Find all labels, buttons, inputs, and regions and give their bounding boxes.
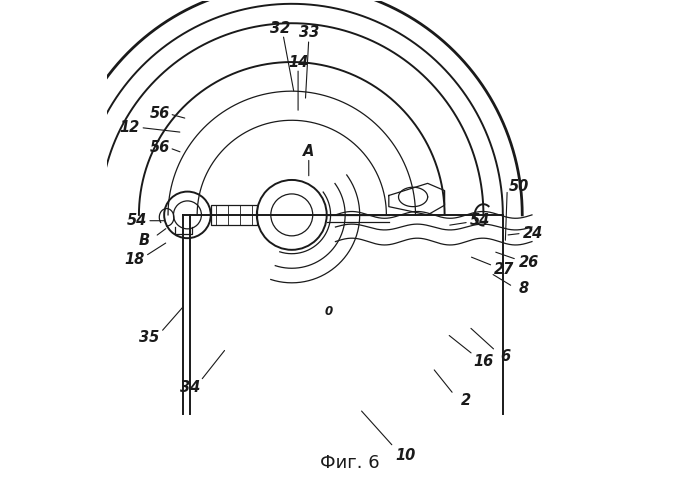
Text: 56: 56	[150, 106, 170, 122]
Text: 0: 0	[324, 305, 332, 319]
Text: 32: 32	[270, 20, 290, 36]
Text: 12: 12	[119, 120, 139, 135]
Text: 18: 18	[124, 252, 144, 267]
Text: 2: 2	[461, 393, 470, 408]
Text: A: A	[303, 144, 314, 159]
Text: 26: 26	[519, 255, 539, 270]
Text: 54: 54	[470, 213, 490, 228]
Text: 6: 6	[500, 349, 510, 364]
Text: 35: 35	[139, 330, 159, 345]
Text: 10: 10	[395, 447, 416, 463]
Text: 8: 8	[519, 281, 528, 296]
Text: 56: 56	[150, 141, 170, 155]
Text: 16: 16	[473, 354, 494, 369]
Text: 34: 34	[180, 380, 200, 395]
Text: 24: 24	[524, 226, 543, 241]
Text: 33: 33	[299, 25, 319, 41]
Text: B: B	[138, 233, 149, 247]
Bar	[211, 204, 257, 225]
Text: 14: 14	[288, 55, 308, 70]
Text: Фиг. 6: Фиг. 6	[320, 454, 380, 472]
Text: 54: 54	[127, 213, 146, 228]
Text: 27: 27	[494, 262, 514, 277]
Text: 50: 50	[509, 179, 529, 194]
